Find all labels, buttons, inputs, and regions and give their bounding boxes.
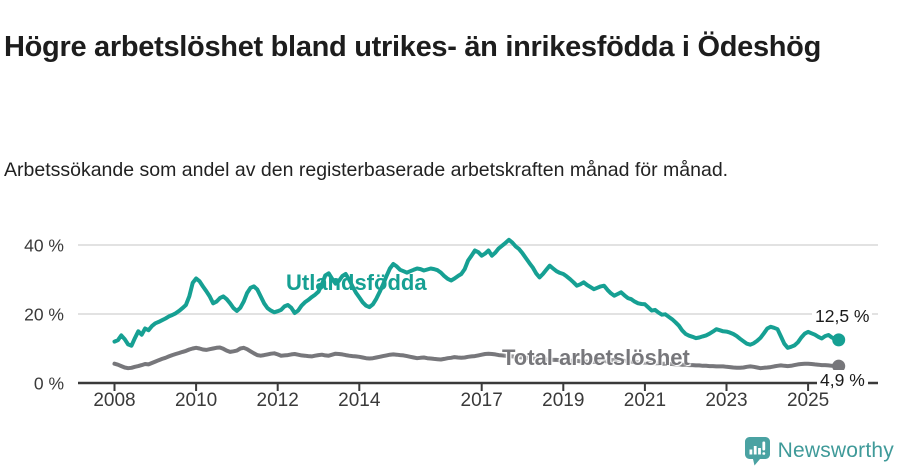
end-dot-total	[832, 359, 846, 373]
x-tick-label: 2023	[705, 390, 747, 411]
x-tick-label: 2019	[542, 390, 584, 411]
newsworthy-logo-icon	[744, 437, 770, 466]
y-tick-label: 20 %	[24, 305, 64, 325]
end-value-label-total: 4,9 %	[817, 370, 868, 391]
y-tick-label: 40 %	[24, 236, 64, 256]
x-tick-label: 2012	[257, 390, 299, 411]
y-tick-label: 0 %	[34, 374, 64, 394]
x-tick-label: 2017	[461, 390, 503, 411]
page-title: Högre arbetslöshet bland utrikes- än inr…	[4, 31, 822, 64]
x-tick-label: 2025	[787, 390, 829, 411]
x-tick-label: 2008	[93, 390, 135, 411]
end-dot-utlandsfodda	[832, 333, 846, 347]
newsworthy-brand-text: Newsworthy	[777, 439, 894, 462]
page-subtitle: Arbetssökande som andel av den registerb…	[4, 158, 729, 181]
x-tick-label: 2010	[175, 390, 217, 411]
newsworthy-logo[interactable]: Newsworthy	[744, 436, 894, 466]
x-tick-label: 2021	[624, 390, 666, 411]
x-tick-label: 2014	[338, 390, 381, 411]
series-label-total: Total arbetslöshet	[502, 345, 690, 370]
series-line-total	[112, 345, 841, 371]
series-label-utlandsfodda: Utlandsfödda	[286, 270, 427, 295]
end-value-label-utlandsfodda: 12,5 %	[812, 306, 873, 327]
series-line-utlandsfodda	[112, 237, 841, 350]
